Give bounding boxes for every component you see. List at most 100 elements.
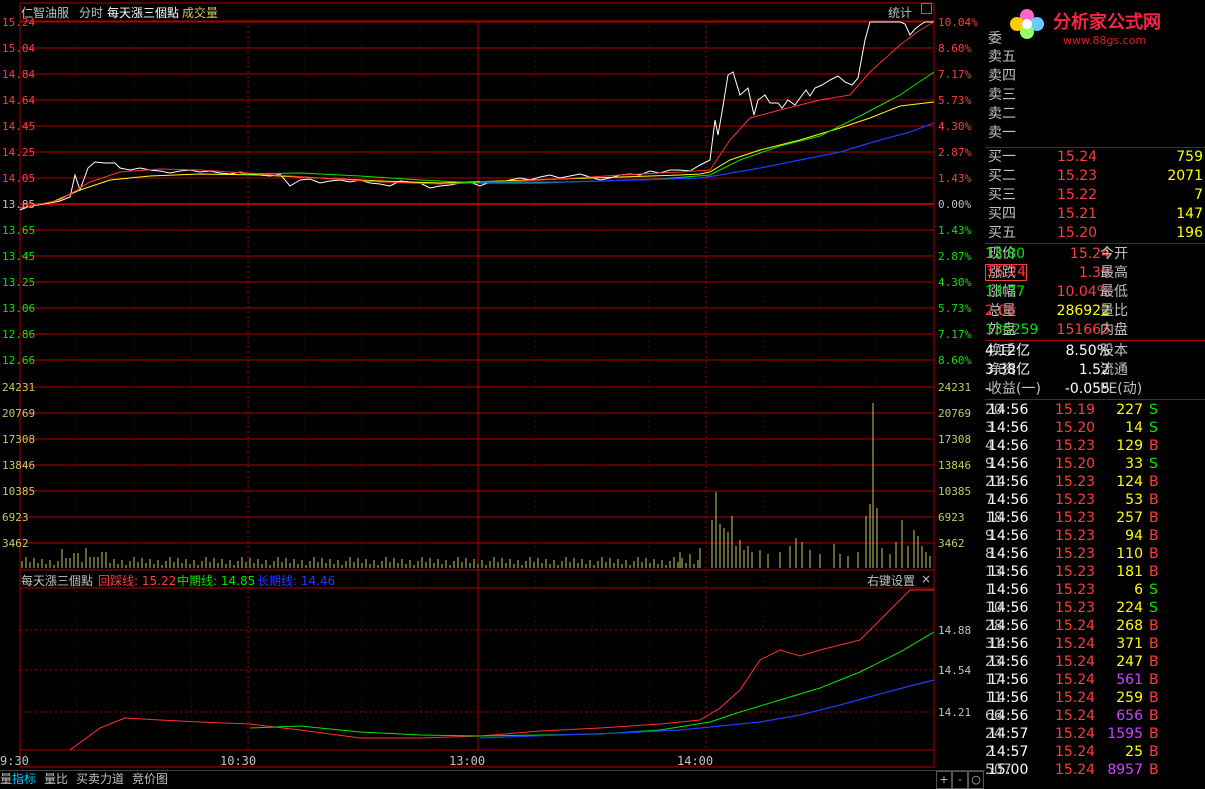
tab-buy-sell-power[interactable]: 买卖力道	[76, 772, 125, 786]
tick-time: 14:56	[988, 600, 1029, 616]
price-tick-left: 14.25	[2, 146, 35, 159]
quote-row: 现价 15.24 今开 13.80	[985, 245, 1205, 263]
indicator-name: 每天漲三個點	[107, 6, 180, 20]
tick-side: B	[1149, 510, 1159, 526]
volume-tick-left: 17308	[2, 433, 35, 446]
indicator-settings[interactable]: 右键设置	[867, 574, 916, 588]
chart-area[interactable]: 15.24 10.04% 15.04 8.60% 14.84 7.17% 14.64 5.73…	[0, 0, 985, 770]
price-tick-left: 15.24	[2, 16, 35, 29]
tick-volume: 259	[1116, 690, 1143, 706]
separator	[985, 147, 1205, 148]
sell-level: 卖五	[985, 48, 1205, 66]
quote-value: 15.24	[1069, 246, 1110, 262]
price-tick-right: 8.60%	[938, 354, 971, 367]
tick-row: 14:56 15.24 259 B 11	[985, 689, 1205, 707]
buy-level-volume: 147	[1176, 206, 1203, 222]
chart-frame	[19, 2, 935, 768]
tick-volume: 257	[1116, 510, 1143, 526]
tick-side: B	[1149, 762, 1159, 778]
tick-side: S	[1149, 600, 1158, 616]
volume-tick-left: 20769	[2, 407, 35, 420]
tab-indicator[interactable]: 指标	[12, 772, 37, 786]
tick-side: S	[1149, 582, 1158, 598]
buy-level: 买五 15.20 196	[985, 224, 1205, 242]
tick-count: 9	[985, 528, 994, 544]
tick-time: 14:56	[988, 618, 1029, 634]
tick-time: 14:56	[988, 546, 1029, 562]
tick-count: 11	[985, 690, 1003, 706]
tick-row: 14:56 15.19 227 S 20	[985, 401, 1205, 419]
quote-value: 15.24	[985, 264, 1028, 281]
tick-volume: 33	[1125, 456, 1143, 472]
committee-row: 委	[985, 30, 1205, 48]
tick-row: 14:56 15.23 129 B 4	[985, 437, 1205, 455]
tick-count: 20	[985, 402, 1003, 418]
reset-button[interactable]: ○	[968, 771, 984, 789]
sell-level: 卖二	[985, 105, 1205, 123]
zoom-in-button[interactable]: +	[936, 771, 952, 789]
quote-label: 最高	[1100, 265, 1128, 281]
tick-count: 24	[985, 726, 1003, 742]
price-tick-left: 14.45	[2, 120, 35, 133]
price-tick-right: 7.17%	[938, 328, 971, 341]
tick-volume: 227	[1116, 402, 1143, 418]
tick-side: B	[1149, 654, 1159, 670]
tab-volume-ratio[interactable]: 量比	[44, 772, 69, 786]
tick-count: 4	[985, 438, 994, 454]
fundamental-row: 净资 1.52 流通 3.38亿	[985, 361, 1205, 379]
flower-icon	[1010, 9, 1044, 39]
tick-count: 66	[985, 708, 1003, 724]
tick-row: 14:56 15.23 53 B 7	[985, 491, 1205, 509]
indicator-line3: 长期线: 14.46	[257, 574, 336, 588]
time-tick: 13:00	[449, 754, 485, 768]
tick-price: 15.23	[1055, 600, 1096, 616]
tick-count: 13	[985, 564, 1003, 580]
price-tick-left: 14.64	[2, 94, 35, 107]
tick-side: S	[1149, 402, 1158, 418]
price-tick-right: 0.00%	[938, 198, 971, 211]
buy-level: 买四 15.21 147	[985, 205, 1205, 223]
tick-price: 15.24	[1055, 690, 1096, 706]
tick-price: 15.24	[1055, 708, 1096, 724]
price-tick-right: 2.87%	[938, 250, 971, 263]
tick-count: 17	[985, 672, 1003, 688]
tick-price: 15.20	[1055, 456, 1096, 472]
tab-auction-chart[interactable]: 竞价图	[132, 772, 169, 786]
tick-side: B	[1149, 726, 1159, 742]
tick-time: 15:00	[988, 762, 1029, 778]
price-tick-left: 14.05	[2, 172, 35, 185]
volume-tick-left: 10385	[2, 485, 35, 498]
tick-volume: 6	[1134, 582, 1143, 598]
tick-volume: 129	[1116, 438, 1143, 454]
buy-level-price: 15.24	[1057, 149, 1098, 165]
tick-count: 8	[985, 546, 994, 562]
buy-level-volume: 7	[1194, 187, 1203, 203]
tick-side: B	[1149, 546, 1159, 562]
tick-time: 14:57	[988, 726, 1029, 742]
quote-value: 135259	[985, 322, 1039, 338]
fundamental-value: 3.38亿	[985, 362, 1031, 378]
quote-value: 2.05	[985, 303, 1017, 319]
price-tick-left: 13.06	[2, 302, 35, 315]
tick-count: 1	[985, 582, 994, 598]
tick-side: B	[1149, 564, 1159, 580]
price-tick-right: 4.30%	[938, 120, 971, 133]
tick-time: 14:56	[988, 636, 1029, 652]
maximize-icon[interactable]	[921, 3, 932, 14]
committee-label: 委	[988, 31, 1002, 47]
close-icon[interactable]: ×	[921, 572, 932, 586]
quote-value: 151663	[1056, 322, 1110, 338]
tick-count: 7	[985, 492, 994, 508]
tick-price: 15.23	[1055, 438, 1096, 454]
buy-level: 买一 15.24 759	[985, 148, 1205, 166]
price-tick-right: 5.73%	[938, 94, 971, 107]
tick-price: 15.23	[1055, 474, 1096, 490]
sell-level-label: 卖五	[988, 49, 1016, 65]
zoom-out-button[interactable]: -	[952, 771, 968, 789]
tick-count: 21	[985, 474, 1003, 490]
fundamental-label: 流通	[1100, 362, 1128, 378]
tick-count: 10	[985, 600, 1003, 616]
mid-ma-line	[239, 71, 935, 184]
stats-button[interactable]: 统计	[888, 6, 913, 20]
tab-volume[interactable]: 量	[0, 772, 13, 786]
